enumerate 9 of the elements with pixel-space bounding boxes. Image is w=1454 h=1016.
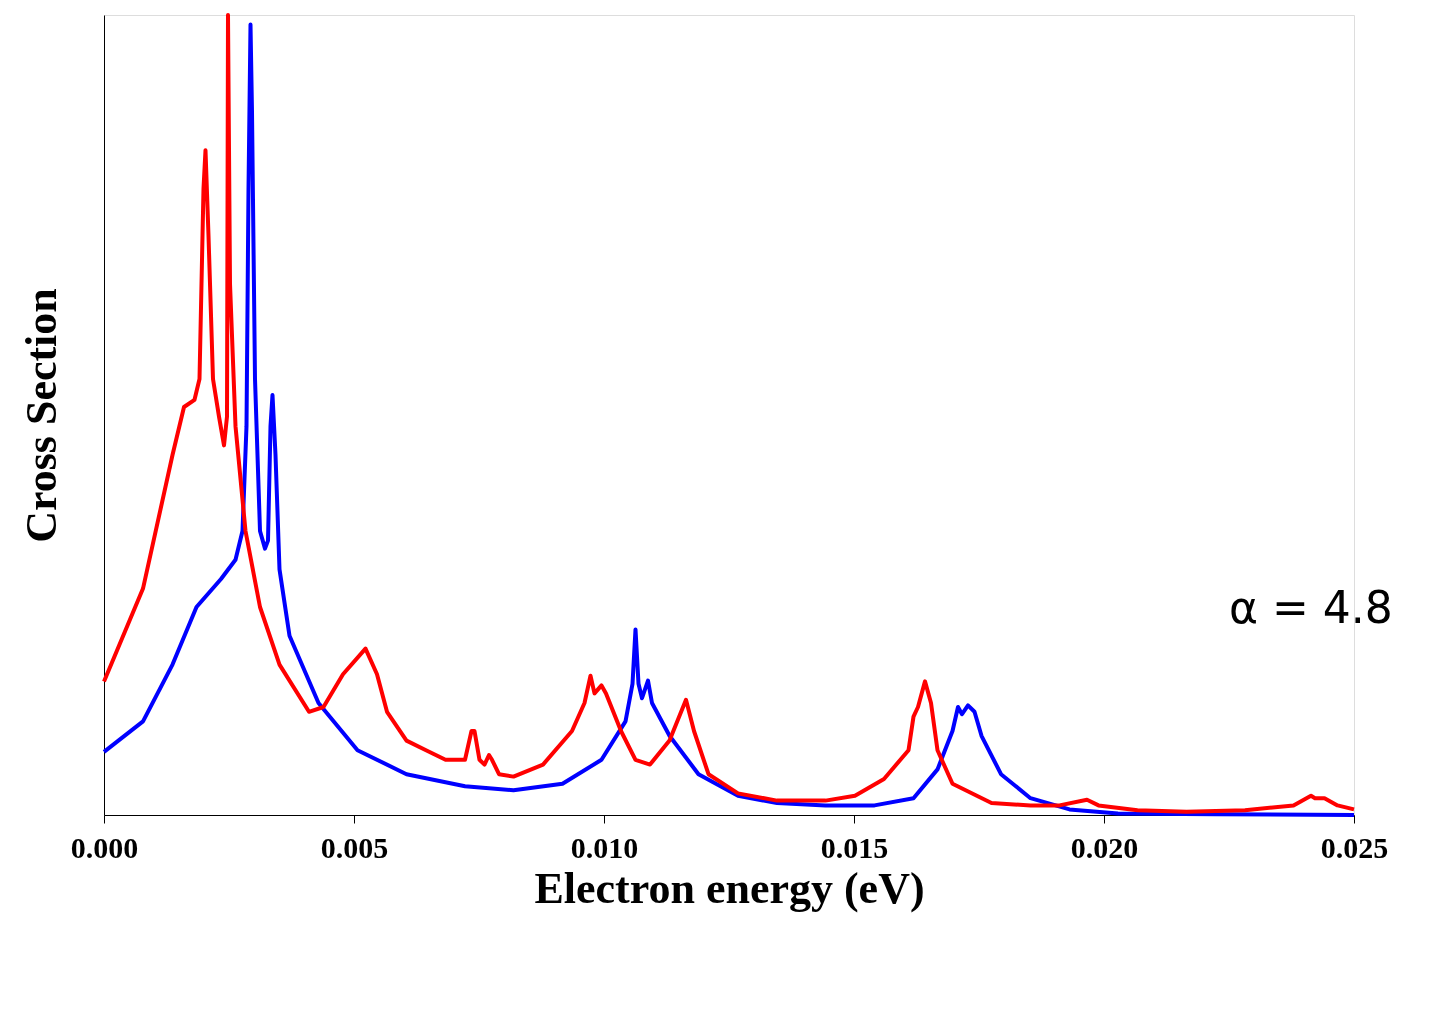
x-tick-label: 0.025: [1320, 830, 1389, 864]
x-tick-label: 0.000: [70, 830, 139, 864]
x-tick-label: 0.020: [1070, 830, 1139, 864]
x-axis-title: Electron energy (eV): [534, 863, 925, 913]
y-axis-title: Cross Section: [16, 288, 66, 543]
annotation: α = 4.8: [1229, 582, 1393, 633]
x-tick-label: 0.015: [820, 830, 889, 864]
x-tick-label: 0.005: [320, 830, 389, 864]
x-tick-label: 0.010: [570, 830, 639, 864]
